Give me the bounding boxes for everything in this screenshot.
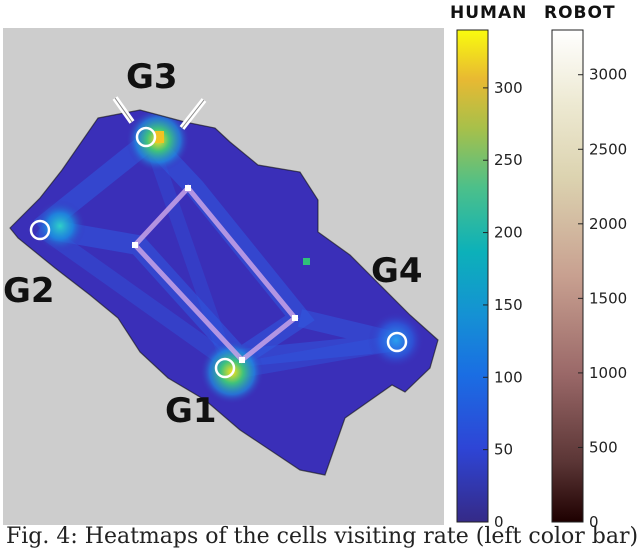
colorbar-human-tick-label: 250 — [494, 151, 523, 169]
goal-marker-g4 — [386, 331, 408, 353]
colorbar-human-tick-label: 300 — [494, 79, 523, 97]
goal-label-g4: G4 — [371, 251, 423, 291]
colorbar-title-human: HUMAN — [450, 3, 527, 23]
colorbar-human-tick-label: 50 — [494, 441, 513, 459]
colorbar-human-tick-label: 100 — [494, 368, 523, 386]
hotspot-cell — [155, 131, 164, 143]
hotspot — [34, 200, 86, 252]
robot-waypoint — [132, 242, 138, 248]
map-feature — [114, 97, 133, 123]
robot-waypoint — [292, 315, 298, 321]
colorbar-robot-tick-label: 1500 — [589, 289, 627, 307]
colorbar-title-robot: ROBOT — [544, 3, 616, 23]
goal-marker-g2 — [29, 219, 51, 241]
colorbar-human-tick-label: 0 — [494, 513, 504, 531]
colorbar-robot-tick-label: 3000 — [589, 66, 627, 84]
colorbar-robot — [551, 29, 584, 523]
colorbar-robot-tick-label: 1000 — [589, 364, 627, 382]
colorbar-human-tick-label: 200 — [494, 224, 523, 242]
colorbar-robot-ticks: 0 500 1000 1500 2000 2500 3000 — [578, 66, 627, 531]
goal-label-g1: G1 — [165, 391, 217, 431]
goal-label-g2: G2 — [3, 271, 55, 311]
hotspot-cell — [303, 258, 310, 265]
goal-marker-g3 — [135, 126, 157, 148]
figure-caption: Fig. 4: Heatmaps of the cells visiting r… — [6, 524, 640, 549]
colorbar-robot-tick-label: 2000 — [589, 215, 627, 233]
colorbar-robot-tick-label: 2500 — [589, 140, 627, 158]
robot-waypoint — [185, 185, 191, 191]
hotspot — [368, 312, 424, 368]
colorbar-robot-tick-label: 0 — [589, 513, 599, 531]
colorbar-robot-tick-label: 500 — [589, 438, 618, 456]
map-feature — [181, 99, 205, 129]
colorbar-human-tick-label: 150 — [494, 296, 523, 314]
colorbar-human-ticks: 0 50 100 150 200 250 300 — [483, 79, 523, 531]
goal-label-g3: G3 — [126, 57, 178, 97]
map-outline — [9, 109, 439, 476]
goal-marker-g1 — [214, 357, 236, 379]
robot-waypoint — [239, 357, 245, 363]
colorbar-human — [456, 29, 489, 523]
